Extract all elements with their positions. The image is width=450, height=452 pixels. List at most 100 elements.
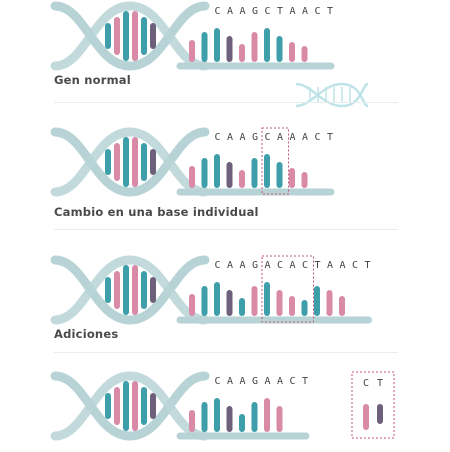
base-letter: C (214, 260, 221, 271)
base-bar (276, 406, 283, 432)
divider-2 (54, 229, 398, 230)
helix-base-pair (123, 265, 129, 315)
base-bar (289, 42, 295, 62)
helix-base-pair (105, 149, 111, 175)
base-bar (264, 398, 270, 432)
base-bar (251, 402, 258, 432)
base-letter: C (352, 260, 359, 271)
base-bar (201, 402, 208, 432)
helix-base-pair (141, 143, 147, 181)
base-letter: A (302, 6, 309, 17)
base-letter: A (239, 260, 246, 271)
helix-base-pair (141, 17, 147, 55)
base-bar (251, 158, 258, 188)
base-bar (226, 290, 233, 316)
helix-base-pair (123, 11, 129, 61)
helix-base-pair (150, 23, 156, 49)
base-letter: A (327, 260, 334, 271)
mutation-highlight (261, 255, 314, 323)
base-bar (214, 282, 220, 316)
helix-backbone-front (50, 371, 210, 441)
caption-insertion: Adiciones (54, 327, 119, 341)
base-bar (289, 168, 295, 188)
base-bar (301, 46, 308, 62)
base-bar (301, 172, 308, 188)
base-letter: T (277, 6, 284, 17)
base-bar (276, 290, 283, 316)
base-letter: T (314, 260, 321, 271)
base-letter: A (227, 6, 234, 17)
divider-3 (54, 352, 398, 353)
base-letter: C (314, 6, 321, 17)
base-letter: G (252, 376, 259, 387)
helix-base-pair (114, 143, 120, 181)
base-bar (214, 154, 220, 188)
base-bar (189, 294, 195, 316)
base-bar (226, 36, 233, 62)
base-letter: C (214, 6, 221, 17)
helix-base-pair (132, 381, 138, 431)
helix-base-pair (105, 393, 111, 419)
helix-base-pair (105, 277, 111, 303)
divider-1 (54, 102, 398, 103)
base-letter: C (264, 132, 271, 143)
base-letter: A (277, 376, 284, 387)
helix-base-pair (123, 137, 129, 187)
base-bar (276, 162, 283, 188)
deleted-base-bar (363, 404, 369, 430)
base-bar (264, 154, 270, 188)
base-letter: C (214, 376, 221, 387)
base-bar (301, 300, 308, 316)
base-bar (339, 296, 345, 316)
helix-base-pair (141, 387, 147, 425)
watermark-strand (295, 82, 369, 108)
base-bar (189, 40, 195, 62)
base-letter: C (264, 6, 271, 17)
base-letter: G (252, 6, 259, 17)
helix-backbone-back (50, 1, 210, 71)
base-bar (239, 414, 245, 432)
helix (50, 371, 310, 441)
helix-base-pair (114, 17, 120, 55)
base-bar (226, 162, 233, 188)
base-letter: C (214, 132, 221, 143)
helix-base-pair (150, 277, 156, 303)
helix-backbone-back (50, 371, 210, 441)
base-letter: A (227, 260, 234, 271)
base-letter: A (289, 132, 296, 143)
base-bar (251, 32, 258, 62)
base-letter: T (364, 260, 371, 271)
helix-base-pair (150, 149, 156, 175)
base-bar (264, 282, 270, 316)
helix (50, 1, 335, 71)
base-bar (251, 286, 258, 316)
base-letter: A (239, 376, 246, 387)
base-letter: G (252, 132, 259, 143)
base-bar (201, 286, 208, 316)
base-letter: C (289, 376, 296, 387)
base-letter: A (239, 132, 246, 143)
base-bar (326, 290, 333, 316)
helix-base-pair (132, 11, 138, 61)
base-bar (201, 32, 208, 62)
base-letter: T (327, 6, 334, 17)
base-letter: C (302, 260, 309, 271)
base-bar (214, 398, 220, 432)
caption-normal: Gen normal (54, 73, 131, 87)
base-bar (189, 166, 195, 188)
base-letter: A (289, 260, 296, 271)
base-letter: C (277, 260, 284, 271)
helix-base-pair (123, 381, 129, 431)
base-letter: A (227, 132, 234, 143)
base-bar (314, 286, 320, 316)
base-letter: A (227, 376, 234, 387)
base-letter: A (339, 260, 346, 271)
helix-base-pair (132, 265, 138, 315)
base-bar (239, 170, 245, 188)
